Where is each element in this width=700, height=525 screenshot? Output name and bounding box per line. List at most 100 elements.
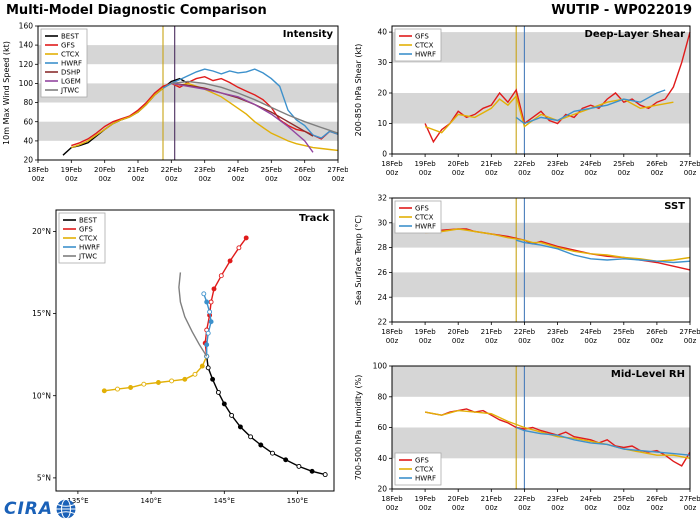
panel-title: Track — [299, 213, 329, 224]
series-HWRF — [515, 89, 666, 125]
x-tick-sublabel: 00z — [452, 169, 465, 177]
legend-label: HWRF — [61, 59, 82, 67]
series-GFS — [204, 237, 247, 357]
track-point — [115, 386, 120, 392]
x-tick-sublabel: 00z — [132, 175, 145, 183]
legend-label: GFS — [415, 204, 429, 212]
track-point — [211, 286, 217, 292]
x-tick-label: 22Feb — [514, 495, 536, 503]
track-point — [205, 330, 211, 336]
x-tick-label: 18Feb — [381, 328, 403, 336]
plot-border — [55, 209, 335, 492]
track-point — [207, 309, 213, 315]
track-point — [309, 468, 315, 474]
x-tick-label: 23Feb — [547, 160, 569, 168]
x-tick-sublabel: 00z — [332, 175, 345, 183]
x-tick-sublabel: 00z — [419, 504, 432, 512]
track-point — [208, 319, 214, 325]
x-tick-sublabel: 00z — [651, 504, 664, 512]
x-tick-label: 24Feb — [580, 160, 602, 168]
x-tick-sublabel: 00z — [584, 169, 597, 177]
series-GFS — [71, 75, 339, 147]
x-tick-sublabel: 00z — [98, 175, 111, 183]
x-tick-label: 27Feb — [679, 328, 700, 336]
y-tick-label: 28 — [377, 243, 387, 252]
track-point — [258, 442, 264, 448]
globe-icon — [56, 499, 76, 519]
x-tick-label: 22Feb — [514, 160, 536, 168]
x-tick-label: 26Feb — [646, 495, 668, 503]
y-axis-label: 10m Max Wind Speed (kt) — [2, 41, 11, 145]
track-point — [205, 365, 211, 371]
track-point — [182, 376, 188, 382]
x-tick-label: 19Feb — [414, 328, 436, 336]
legend-label: HWRF — [79, 243, 100, 251]
x-tick-label: 25Feb — [613, 160, 635, 168]
y-tick-label: 20 — [377, 485, 387, 494]
y-tick-label: 40 — [23, 137, 33, 146]
y-tick-label: 60 — [377, 423, 387, 432]
track-point — [243, 235, 249, 241]
y-tick-label: 30 — [377, 58, 387, 67]
x-tick-label: 22Feb — [514, 328, 536, 336]
series-JTWC — [171, 80, 339, 134]
x-tick-sublabel: 00z — [618, 337, 631, 345]
x-tick-sublabel: 00z — [651, 337, 664, 345]
x-tick-sublabel: 00z — [684, 504, 697, 512]
x-tick-sublabel: 00z — [165, 175, 178, 183]
x-tick-sublabel: 00z — [518, 337, 531, 345]
series-HWRF — [162, 68, 339, 139]
x-tick-sublabel: 00z — [618, 169, 631, 177]
x-tick-label: 20Feb — [448, 160, 470, 168]
x-tick-label: 24Feb — [580, 328, 602, 336]
x-tick-sublabel: 00z — [232, 175, 245, 183]
legend-label: BEST — [79, 216, 98, 224]
legend-label: HWRF — [415, 50, 436, 58]
track-point — [236, 245, 242, 251]
track-point — [229, 412, 235, 418]
x-tick-label: 24Feb — [580, 495, 602, 503]
shade-band — [392, 272, 690, 298]
intensity-svg: 2040608010012014016018Feb00z19Feb00z20Fe… — [2, 22, 349, 183]
y-tick-label: 10°N — [32, 391, 51, 400]
y-tick-label: 80 — [377, 392, 387, 401]
legend-label: CTCX — [79, 234, 98, 242]
y-tick-label: 15°N — [32, 309, 51, 318]
track-point — [101, 388, 107, 394]
x-tick-label: 20Feb — [94, 166, 116, 174]
legend-label: CTCX — [415, 41, 434, 49]
y-tick-label: 26 — [377, 268, 387, 277]
legend-label: GFS — [415, 456, 429, 464]
x-tick-sublabel: 00z — [419, 169, 432, 177]
x-tick-label: 19Feb — [61, 166, 83, 174]
x-tick-label: 20Feb — [448, 328, 470, 336]
x-tick-sublabel: 00z — [386, 504, 399, 512]
panel-title: SST — [664, 201, 685, 212]
shade-band — [38, 121, 338, 141]
y-tick-label: 20 — [377, 89, 387, 98]
track-point — [155, 380, 161, 385]
x-tick-sublabel: 00z — [386, 337, 399, 345]
shade-band — [392, 93, 690, 124]
y-tick-label: 100 — [19, 79, 34, 88]
x-tick-label: 19Feb — [414, 495, 436, 503]
legend-label: CTCX — [61, 50, 80, 58]
x-tick-label: 27Feb — [679, 160, 700, 168]
x-tick-label: 23Feb — [547, 495, 569, 503]
y-axis-label: Sea Surface Temp (°C) — [354, 215, 363, 305]
track-point — [248, 434, 254, 440]
y-tick-label: 24 — [377, 293, 387, 302]
x-tick-label: 26Feb — [646, 328, 668, 336]
y-axis-label: 700-500 hPa Humidity (%) — [354, 375, 363, 481]
y-tick-label: 20°N — [32, 227, 51, 236]
x-tick-label: 23Feb — [547, 328, 569, 336]
legend-label: CTCX — [415, 213, 434, 221]
x-tick-sublabel: 00z — [65, 175, 78, 183]
y-axis-label: 200-850 hPa Shear (kt) — [354, 44, 363, 137]
x-tick-label: 25Feb — [261, 166, 283, 174]
track-svg: 5°N 10°N 15°N 20°N 135°E 140°E 145°E 150°E Track… — [32, 209, 335, 505]
